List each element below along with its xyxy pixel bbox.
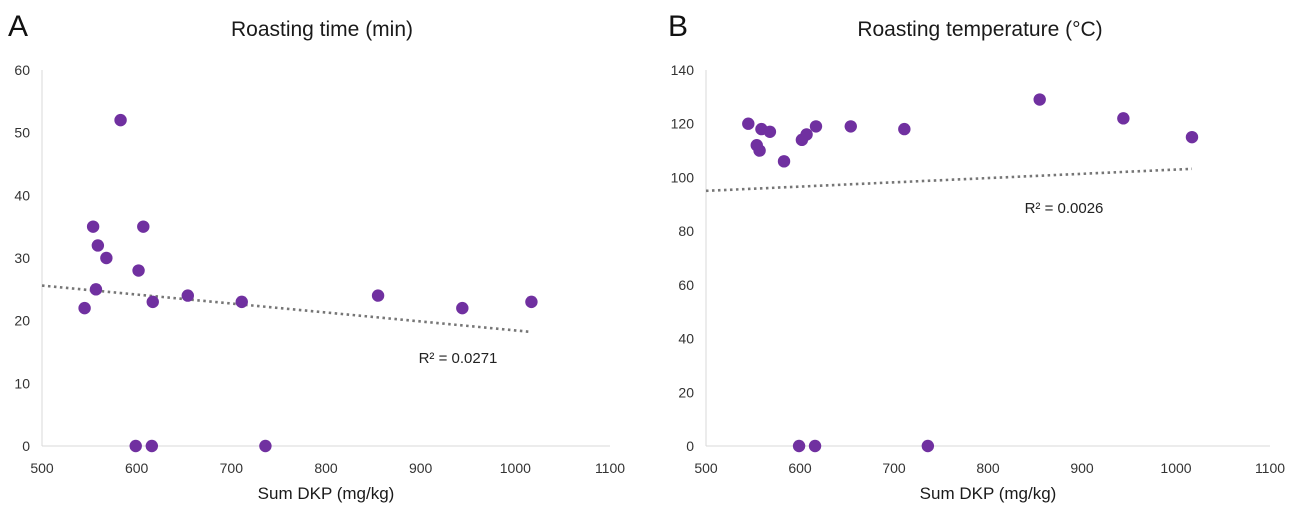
- data-point: [800, 128, 813, 141]
- x-axis-label: Sum DKP (mg/kg): [920, 484, 1057, 503]
- data-point: [792, 439, 806, 453]
- panel-letter: A: [8, 10, 28, 43]
- data-point: [456, 301, 469, 315]
- y-tick-label: 20: [678, 384, 694, 400]
- y-tick-label: 40: [678, 331, 694, 347]
- x-tick-label: 800: [976, 460, 1000, 476]
- r-squared-annotation: R² = 0.0026: [1025, 200, 1104, 217]
- y-tick-label: 60: [678, 277, 694, 293]
- data-point: [129, 439, 142, 453]
- data-point: [100, 251, 113, 265]
- data-point: [1033, 93, 1046, 106]
- x-tick-label: 900: [409, 460, 433, 476]
- r-squared-annotation: R² = 0.0271: [419, 350, 498, 367]
- x-tick-label: 700: [882, 460, 906, 476]
- x-axis-label: Sum DKP (mg/kg): [258, 484, 395, 503]
- x-tick-label: 700: [220, 460, 244, 476]
- data-point: [898, 122, 911, 136]
- y-tick-label: 20: [14, 313, 30, 329]
- data-point: [146, 295, 159, 309]
- y-tick-label: 140: [671, 62, 695, 78]
- x-tick-label: 900: [1070, 460, 1094, 476]
- data-point: [809, 120, 823, 133]
- data-point: [132, 264, 145, 277]
- panel-letter: B: [668, 10, 688, 43]
- data-point: [777, 155, 791, 168]
- y-tick-label: 60: [14, 62, 30, 78]
- chart-panel-a: A Roasting time (min) 0 10 20 30 40 50 60 500 600 7…: [8, 10, 625, 503]
- x-tick-label: 500: [30, 460, 54, 476]
- y-tick-label: 0: [22, 438, 30, 454]
- x-tick-label: 600: [788, 460, 812, 476]
- x-tick-label: 1100: [1255, 460, 1285, 476]
- data-point: [844, 120, 857, 133]
- x-tick-label: 500: [694, 460, 718, 476]
- data-point: [1185, 130, 1199, 144]
- chart-title: Roasting temperature (°C): [857, 18, 1102, 41]
- data-point: [742, 117, 755, 130]
- data-point: [235, 295, 248, 309]
- data-point: [808, 439, 822, 453]
- data-point: [371, 289, 385, 302]
- data-point: [763, 125, 777, 138]
- data-point: [78, 301, 91, 315]
- chart-panel-b: B Roasting temperature (°C) 0 20 40 60 80 100 12…: [668, 10, 1285, 503]
- y-tick-label: 30: [14, 250, 30, 266]
- y-tick-label: 0: [686, 438, 694, 454]
- data-point: [86, 220, 100, 233]
- data-point: [181, 289, 194, 302]
- data-point: [145, 439, 159, 453]
- y-tick-label: 10: [14, 375, 30, 391]
- data-point: [1117, 112, 1130, 125]
- data-point: [137, 220, 150, 233]
- y-tick-label: 80: [678, 223, 694, 239]
- y-tick-label: 50: [14, 125, 30, 141]
- data-point: [921, 439, 935, 453]
- data-point: [114, 113, 127, 127]
- trendline: [41, 284, 532, 334]
- trendline: [705, 167, 1193, 193]
- y-tick-label: 40: [14, 187, 30, 203]
- y-tick-label: 100: [671, 169, 695, 185]
- x-tick-label: 1100: [595, 460, 625, 476]
- y-tick-label: 120: [671, 116, 695, 132]
- chart-title: Roasting time (min): [231, 18, 413, 41]
- data-point: [259, 439, 272, 453]
- x-tick-label: 800: [314, 460, 338, 476]
- data-point: [91, 239, 105, 252]
- x-tick-label: 1000: [500, 460, 531, 476]
- data-point: [753, 144, 766, 157]
- data-point: [525, 295, 538, 309]
- x-tick-label: 1000: [1160, 460, 1191, 476]
- x-tick-label: 600: [125, 460, 149, 476]
- data-point: [89, 283, 103, 296]
